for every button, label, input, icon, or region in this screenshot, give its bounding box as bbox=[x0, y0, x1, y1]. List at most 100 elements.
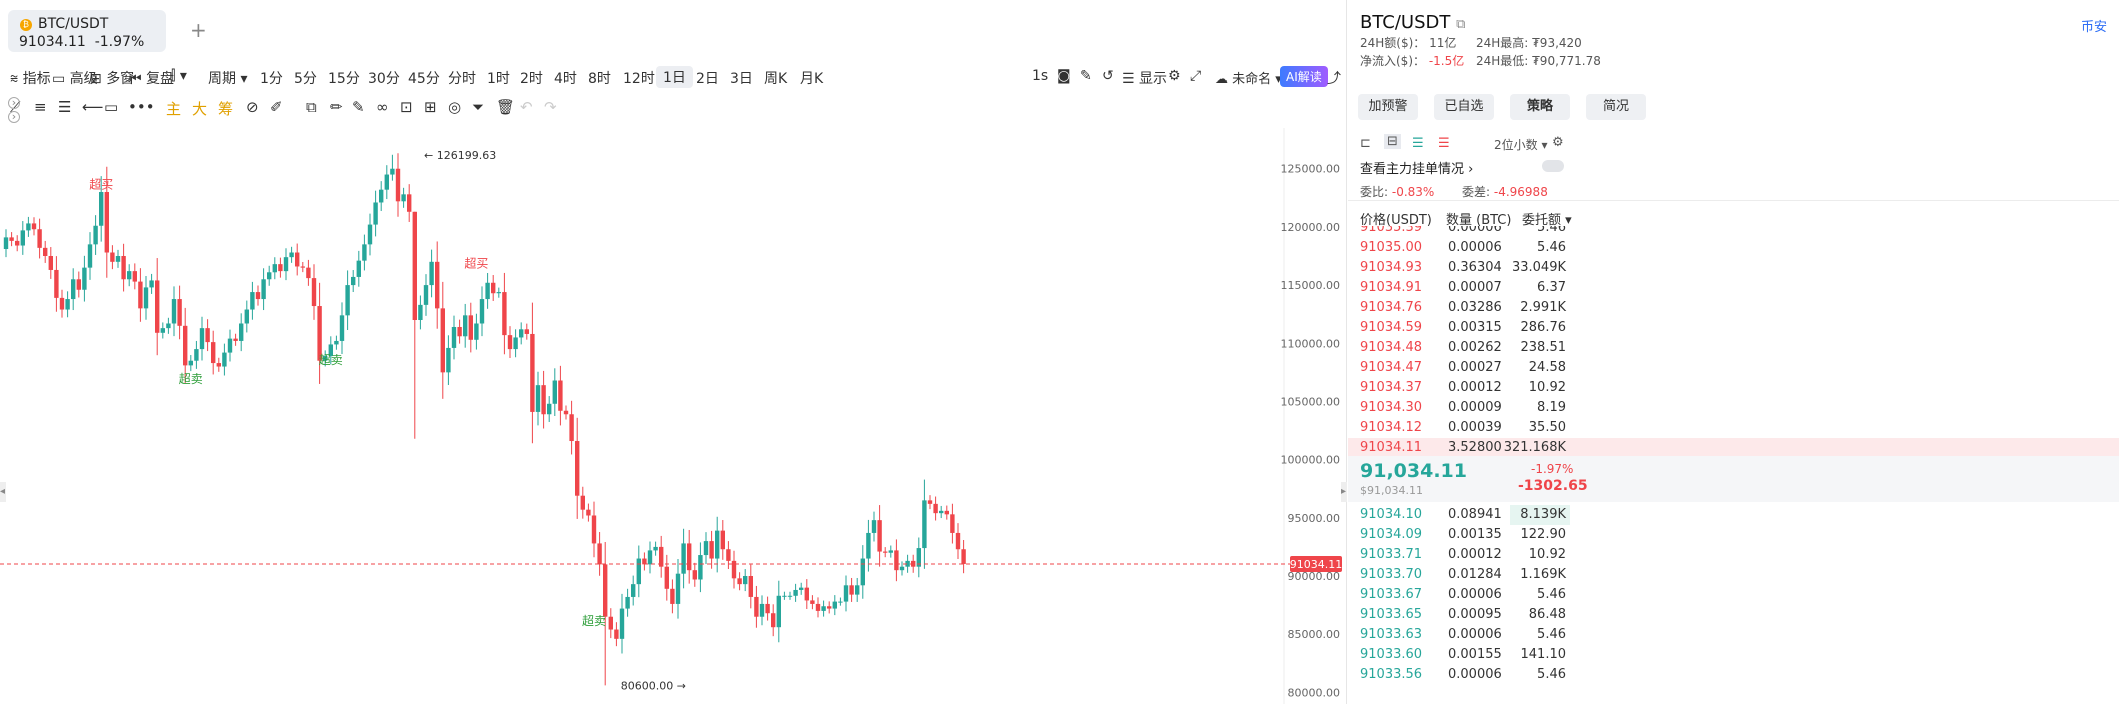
binocular-icon[interactable]: ∞ bbox=[376, 98, 389, 116]
orderbook-bids-icon[interactable]: ☰ bbox=[1412, 136, 1424, 151]
big-order-toggle[interactable]: 大 bbox=[192, 100, 208, 118]
main-orders-link[interactable]: 查看主力挂单情况 › bbox=[1360, 162, 1474, 177]
period-45m[interactable]: 45分 bbox=[408, 71, 440, 87]
orderbook-view-icon[interactable]: ⊏ bbox=[1360, 136, 1371, 151]
indicator-button[interactable]: ⩬ 指标 bbox=[10, 71, 51, 87]
bid-row[interactable]: 91033.67 0.00006 5.46 bbox=[1348, 585, 2119, 605]
period-2h[interactable]: 2时 bbox=[520, 71, 543, 87]
bid-row[interactable]: 91033.56 0.00006 5.46 bbox=[1348, 665, 2119, 685]
left-collapse-handle[interactable]: ◂ bbox=[0, 482, 6, 502]
strategy-button[interactable]: 策略 bbox=[1510, 94, 1570, 120]
period-5m[interactable]: 5分 bbox=[294, 71, 317, 87]
ask-row[interactable]: 91034.93 0.36304 33.049K bbox=[1348, 258, 2119, 278]
ask-row[interactable]: 91034.11 3.52800 321.168K bbox=[1348, 438, 2119, 458]
current-price-label: 91034.11 bbox=[1290, 558, 1343, 571]
row-price: 91034.10 bbox=[1360, 507, 1423, 522]
ask-row[interactable]: 91034.37 0.00012 10.92 bbox=[1348, 378, 2119, 398]
layout-name-dropdown[interactable]: ☁ 未命名 ▾ bbox=[1215, 72, 1282, 87]
bid-row[interactable]: 91033.60 0.00155 141.10 bbox=[1348, 645, 2119, 665]
period-1d[interactable]: 1日 bbox=[656, 66, 693, 88]
copy-icon[interactable]: ⧉ bbox=[1456, 17, 1466, 32]
pencil-icon[interactable]: ✎ bbox=[352, 98, 365, 116]
brush-icon[interactable]: ✐ bbox=[270, 98, 283, 116]
magnet-icon[interactable]: ⊘ bbox=[246, 98, 259, 116]
header-total[interactable]: 委托额 ▾ bbox=[1522, 213, 1572, 228]
chip-toggle[interactable]: 筹 bbox=[218, 100, 234, 118]
right-collapse-handle[interactable]: ▸ bbox=[1341, 482, 1347, 502]
ray-tool-icon[interactable]: ⟵ bbox=[82, 98, 104, 116]
bid-row[interactable]: 91033.65 0.00095 86.48 bbox=[1348, 605, 2119, 625]
expand-indicator-icon[interactable]: › bbox=[8, 97, 20, 109]
display-button[interactable]: ☰ 显示 bbox=[1122, 71, 1168, 87]
alert-icon[interactable]: ⊞ bbox=[424, 98, 437, 116]
period-15m[interactable]: 15分 bbox=[328, 71, 360, 87]
advanced-button[interactable]: ▭ 高级 bbox=[52, 71, 98, 87]
eye-icon[interactable]: ◎ bbox=[448, 98, 462, 116]
exchange-link[interactable]: 币安 bbox=[2080, 20, 2107, 35]
main-orders-toggle[interactable] bbox=[1542, 160, 1564, 172]
bid-row[interactable]: 91034.09 0.00135 122.90 bbox=[1348, 525, 2119, 545]
hline-tool-icon[interactable]: ≡ bbox=[34, 98, 47, 116]
ask-row[interactable]: 91034.59 0.00315 286.76 bbox=[1348, 318, 2119, 338]
period-12h[interactable]: 12时 bbox=[623, 71, 655, 87]
rect-tool-icon[interactable]: ▭ bbox=[104, 98, 119, 116]
summary-button[interactable]: 简况 bbox=[1586, 94, 1646, 120]
candle-body bbox=[390, 168, 395, 175]
tab-btc-usdt[interactable]: ₿ BTC/USDT 91034.11 -1.97% bbox=[8, 10, 166, 52]
period-8h[interactable]: 8时 bbox=[588, 71, 611, 87]
lock-icon[interactable]: ⊡ bbox=[400, 98, 413, 116]
period-dropdown[interactable]: 周期 ▾ bbox=[208, 71, 248, 87]
multi-window-button[interactable]: ⊞ 多窗 bbox=[90, 71, 135, 87]
period-1m[interactable]: 1分 bbox=[260, 71, 283, 87]
bid-row[interactable]: 91033.71 0.00012 10.92 bbox=[1348, 545, 2119, 565]
ruler-icon[interactable]: ✏ bbox=[330, 98, 343, 116]
pen-icon[interactable]: ✎ bbox=[1080, 68, 1092, 84]
period-4h[interactable]: 4时 bbox=[554, 71, 577, 87]
period-2d[interactable]: 2日 bbox=[696, 71, 719, 87]
bid-row[interactable]: 91033.70 0.01284 1.169K bbox=[1348, 565, 2119, 585]
chart-type-dropdown[interactable]: ⫿ ▾ bbox=[171, 68, 187, 84]
ask-row[interactable]: 91034.48 0.00262 238.51 bbox=[1348, 338, 2119, 358]
trash-icon[interactable]: 🗑 bbox=[496, 98, 516, 116]
more-tools-icon[interactable]: ••• bbox=[128, 98, 155, 116]
redo-draw-icon[interactable]: ↷ bbox=[544, 98, 557, 116]
interval-1s[interactable]: 1s bbox=[1032, 68, 1049, 84]
add-tab-button[interactable]: + bbox=[190, 18, 207, 42]
copy-icon[interactable]: ⧉ bbox=[306, 98, 317, 116]
add-alert-button[interactable]: 加预警 bbox=[1358, 94, 1418, 120]
channel-tool-icon[interactable]: ☰ bbox=[58, 98, 72, 116]
period-30m[interactable]: 30分 bbox=[368, 71, 400, 87]
ask-row[interactable]: 91034.91 0.00007 6.37 bbox=[1348, 278, 2119, 298]
bid-row[interactable]: 91034.10 0.08941 8.139K bbox=[1348, 505, 2119, 525]
kline-chart[interactable]: 125000.00 120000.00 115000.00 110000.00 1050… bbox=[0, 128, 1347, 704]
expand-indicator-icon-2[interactable]: › bbox=[8, 111, 20, 123]
share-icon[interactable]: ⤴ bbox=[1327, 71, 1341, 87]
ask-row[interactable]: 91034.76 0.03286 2.991K bbox=[1348, 298, 2119, 318]
period-month[interactable]: 月K bbox=[800, 71, 824, 87]
orderbook-asks-icon[interactable]: ☰ bbox=[1438, 136, 1450, 151]
filter-icon[interactable]: ⏷ bbox=[472, 98, 485, 116]
orderbook-both-icon[interactable]: ⊟ bbox=[1384, 134, 1401, 149]
ask-row[interactable]: 91035.00 0.00006 5.46 bbox=[1348, 238, 2119, 258]
watchlist-button[interactable]: 已自选 bbox=[1434, 94, 1494, 120]
kline-svg[interactable]: 125000.00 120000.00 115000.00 110000.00 1050… bbox=[0, 128, 1347, 704]
precision-dropdown[interactable]: 2位小数 ▾ bbox=[1494, 138, 1548, 152]
bid-row[interactable]: 91033.63 0.00006 5.46 bbox=[1348, 625, 2119, 645]
period-timeshare[interactable]: 分时 bbox=[448, 71, 476, 87]
ask-row[interactable]: 91035.39 0.00006 5.46 bbox=[1348, 226, 2119, 238]
main-force-toggle[interactable]: 主 bbox=[166, 100, 182, 118]
ask-row[interactable]: 91034.30 0.00009 8.19 bbox=[1348, 398, 2119, 418]
period-1h[interactable]: 1时 bbox=[487, 71, 510, 87]
ask-row[interactable]: 91034.47 0.00027 24.58 bbox=[1348, 358, 2119, 378]
undo-draw-icon[interactable]: ↶ bbox=[520, 98, 533, 116]
ask-row[interactable]: 91034.12 0.00039 35.50 bbox=[1348, 418, 2119, 438]
camera-icon[interactable]: ◙ bbox=[1057, 68, 1071, 84]
period-3d[interactable]: 3日 bbox=[730, 71, 753, 87]
undo-icon[interactable]: ↺ bbox=[1102, 68, 1114, 84]
period-week[interactable]: 周K bbox=[764, 71, 788, 87]
replay-button[interactable]: ⏮ 复盘 bbox=[129, 71, 175, 87]
fullscreen-icon[interactable]: ⤢ bbox=[1190, 68, 1202, 84]
settings-icon[interactable]: ⚙ bbox=[1552, 135, 1564, 150]
settings-icon[interactable]: ⚙ bbox=[1168, 68, 1181, 84]
ai-analysis-button[interactable]: AI解读 bbox=[1280, 66, 1328, 87]
